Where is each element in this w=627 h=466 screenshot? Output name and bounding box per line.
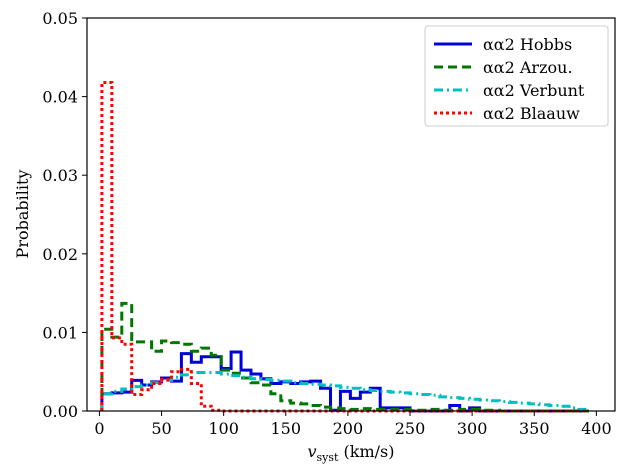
plot-frame (86, 17, 616, 412)
series-line-1 (100, 301, 589, 413)
y-tick-label: 0.01 (42, 323, 78, 342)
x-tick-label: 0 (94, 419, 104, 438)
x-tick-label: 200 (333, 419, 364, 438)
x-tick-label: 100 (208, 419, 239, 438)
legend-label-2: αα2 Verbunt (483, 81, 585, 100)
series-line-3 (100, 80, 589, 413)
x-tick-label: 350 (519, 419, 550, 438)
y-tick-label: 0.05 (42, 9, 78, 28)
legend-label-1: αα2 Arzou. (483, 58, 573, 77)
y-tick-label: 0.02 (42, 245, 78, 264)
x-tick-label: 400 (581, 419, 612, 438)
x-tick-label: 50 (151, 419, 171, 438)
y-tick-label: 0.00 (42, 402, 78, 421)
y-axis-label: Probability (13, 170, 32, 259)
y-tick-label: 0.03 (42, 166, 78, 185)
legend-label-0: αα2 Hobbs (483, 35, 572, 54)
legend-box (424, 25, 609, 127)
series-line-2 (100, 370, 591, 411)
ticks-layer: 0 50 100 150 200 250 300 350 400 0.00 0.01 0.02 0.03… (42, 9, 611, 438)
y-tick-label: 0.04 (42, 88, 78, 107)
x-tick-label: 150 (271, 419, 302, 438)
x-axis-label: vsyst (km/s) (307, 442, 394, 464)
x-tick-label: 250 (395, 419, 426, 438)
legend-label-3: αα2 Blaauw (483, 104, 580, 123)
series-layer (100, 80, 591, 413)
legend: αα2 Hobbs αα2 Arzou. αα2 Verbunt αα2 Blaauw (424, 25, 609, 127)
x-tick-label: 300 (457, 419, 488, 438)
